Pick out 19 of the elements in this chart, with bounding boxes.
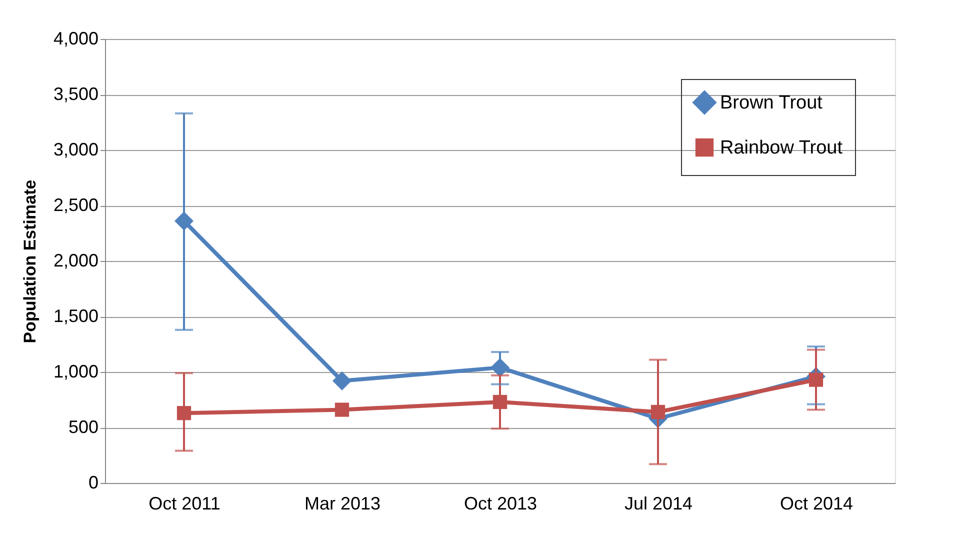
- y-tick-label: 500: [68, 417, 98, 437]
- point: [332, 371, 352, 390]
- legend-label: Brown Trout: [720, 92, 824, 114]
- y-tick-label: 3,000: [53, 140, 98, 160]
- x-tick-label: Oct 2013: [464, 494, 538, 514]
- y-tick-label: 4,000: [53, 28, 98, 48]
- y-tick-label: 1,000: [53, 362, 98, 382]
- x-tick-label: Mar 2013: [304, 494, 381, 514]
- y-tick-label: 2,500: [53, 195, 98, 215]
- x-tick-label: Jul 2014: [624, 494, 693, 514]
- x-tick-label: Oct 2014: [780, 494, 854, 514]
- y-tick-label: 1,500: [53, 306, 98, 326]
- x-tick-label: Oct 2011: [148, 494, 220, 514]
- y-tick-label: 3,500: [53, 84, 98, 104]
- legend-label: Rainbow Trout: [720, 138, 844, 158]
- y-axis-title: Population Estimate: [20, 180, 40, 344]
- point: [334, 402, 350, 417]
- y-tick-label: 0: [88, 472, 98, 492]
- y-tick-label: 2,000: [53, 250, 98, 270]
